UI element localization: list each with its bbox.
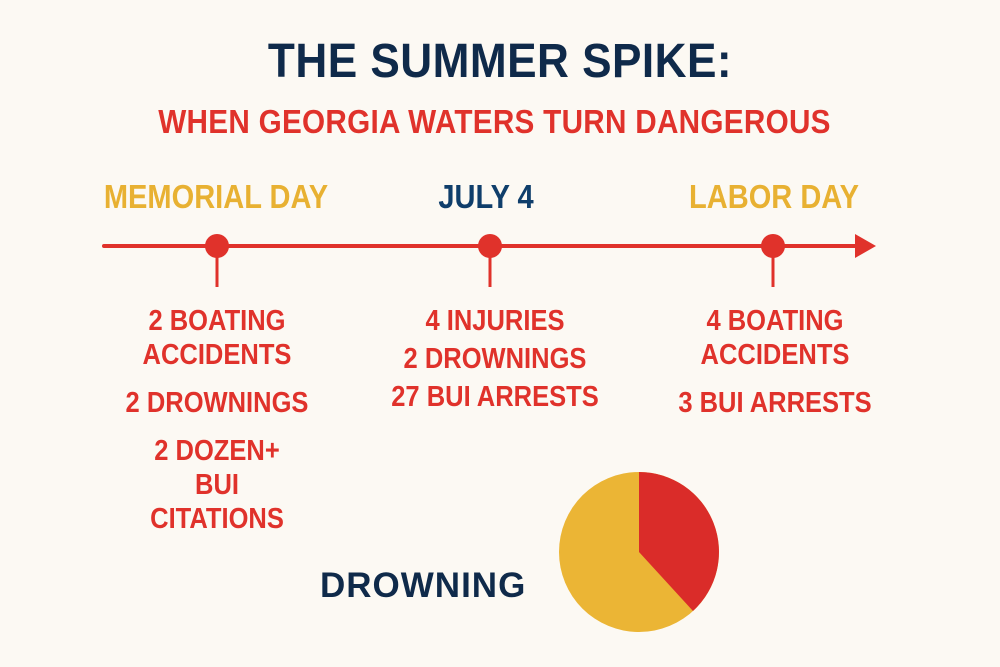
page-title: THE SUMMER SPIKE: [267, 35, 733, 88]
stat-item: 27 BUI ARRESTS [391, 381, 599, 413]
stat-item: 4 INJURIES [425, 305, 565, 337]
stat-item: 2 DROWNINGS [125, 387, 309, 419]
timeline-marker-labor-day [761, 234, 785, 287]
stat-item: 2 BOATING ACCIDENTS [142, 305, 292, 371]
drowning-pie-chart [559, 472, 719, 632]
event-label-labor-day: LABOR DAY [689, 178, 859, 215]
stat-item: 2 DOZEN+ BUI CITATIONS [150, 435, 284, 535]
timeline-marker-memorial-day [205, 234, 229, 287]
stats-memorial-day: 2 BOATING ACCIDENTS 2 DROWNINGS 2 DOZEN+… [103, 304, 332, 550]
event-label-memorial-day: MEMORIAL DAY [103, 178, 329, 215]
event-label-july-4: JULY 4 [438, 178, 534, 215]
pie-slice-red [639, 472, 719, 611]
stat-item: 3 BUI ARRESTS [678, 387, 872, 419]
timeline-marker-july-4 [478, 234, 502, 287]
page-subtitle: WHEN GEORGIA WATERS TURN DANGEROUS [158, 103, 831, 140]
pie-chart-label: DROWNING [320, 566, 527, 605]
stat-item: 4 BOATING ACCIDENTS [700, 305, 850, 371]
timeline-arrow-icon [855, 234, 876, 258]
stat-item: 2 DROWNINGS [403, 343, 587, 375]
stats-july-4: 4 INJURIES 2 DROWNINGS 27 BUI ARRESTS [381, 304, 610, 428]
stats-labor-day: 4 BOATING ACCIDENTS 3 BUI ARRESTS [661, 304, 890, 434]
